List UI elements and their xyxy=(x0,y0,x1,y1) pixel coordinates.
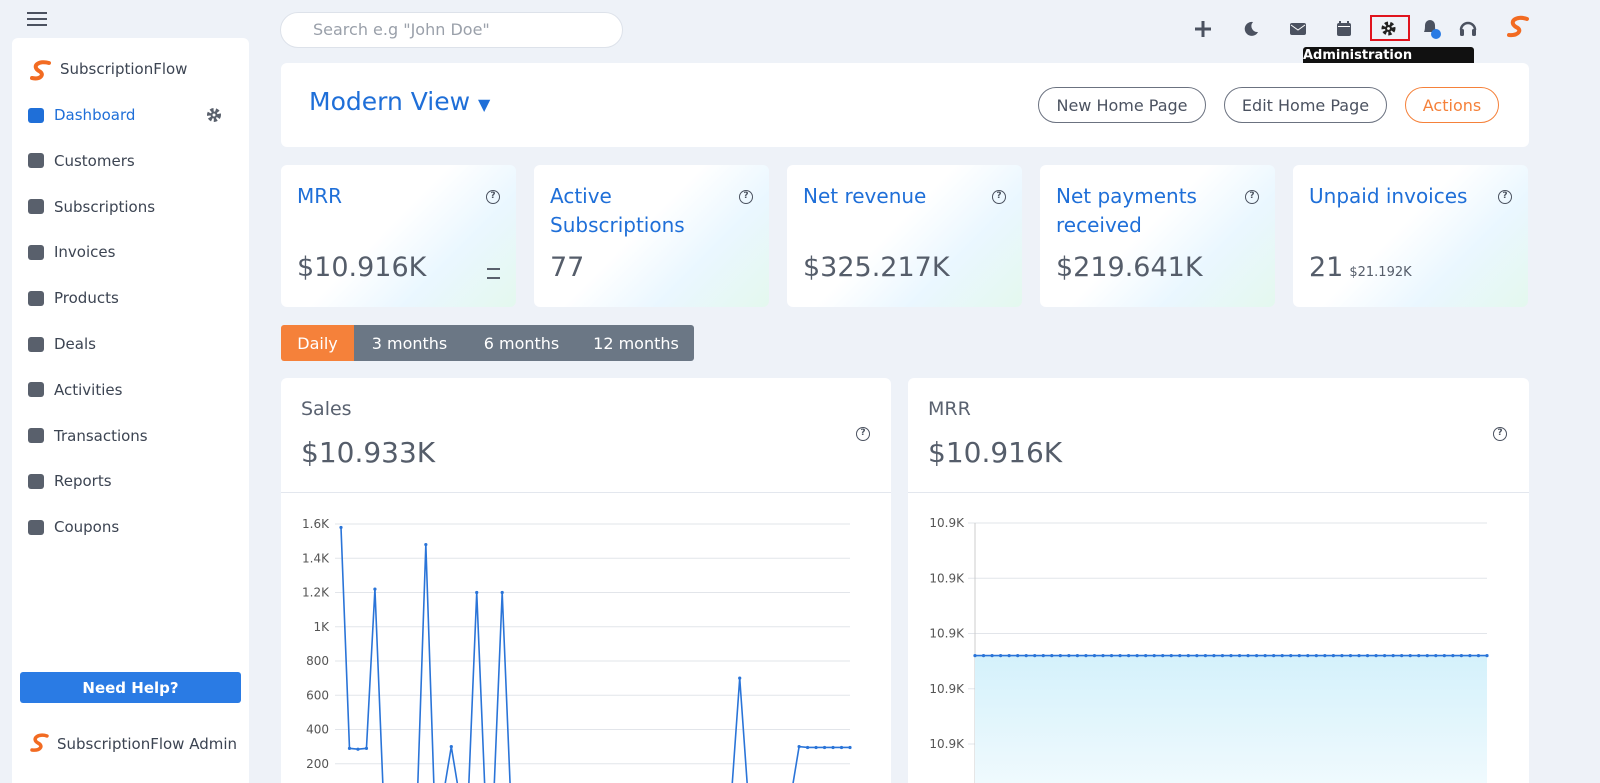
menu-icon[interactable] xyxy=(27,11,47,27)
dropdown-caret: ▼ xyxy=(478,95,491,114)
logo xyxy=(1507,15,1529,38)
mrr-card: MRR $10.916K ? xyxy=(908,378,1529,783)
kpi-card: Net revenue? $325.217K xyxy=(787,165,1022,307)
nav-label: Invoices xyxy=(54,243,116,262)
kpi-title: Active Subscriptions xyxy=(550,184,685,237)
nav-icon xyxy=(28,199,44,215)
nav-item[interactable]: Reports xyxy=(28,469,112,493)
nav-icon xyxy=(28,428,44,444)
footer-brand: SubscriptionFlow Admin xyxy=(57,735,238,753)
view-title: Modern View xyxy=(309,87,471,116)
kpi-title: MRR xyxy=(297,184,343,208)
admin-settings-icon[interactable] xyxy=(1381,21,1396,36)
nav-icon xyxy=(28,153,44,169)
help-icon[interactable]: ? xyxy=(486,190,500,204)
list-icon[interactable] xyxy=(487,268,500,279)
chart-title: Sales xyxy=(301,398,352,420)
nav-icon xyxy=(28,244,44,260)
nav-item[interactable]: Invoices xyxy=(28,240,115,264)
nav-icon xyxy=(28,519,44,535)
nav-icon xyxy=(28,382,44,398)
nav-item[interactable]: Activities xyxy=(28,378,122,402)
kpi-value: 21 $21.192K xyxy=(1309,252,1412,283)
nav-label: Transactions xyxy=(54,426,148,445)
sales-card: Sales $10.933K ? xyxy=(281,378,891,783)
add-icon[interactable] xyxy=(1194,20,1212,38)
header-button[interactable]: Actions xyxy=(1405,87,1499,123)
kpi-value: $219.641K xyxy=(1056,252,1203,283)
period-tab[interactable]: Daily xyxy=(281,325,354,361)
nav-label: Dashboard xyxy=(54,106,136,124)
logo xyxy=(30,60,51,81)
divider xyxy=(281,492,891,493)
help-icon[interactable]: ? xyxy=(1498,190,1512,204)
help-icon[interactable]: ? xyxy=(1245,190,1259,204)
mail-icon[interactable] xyxy=(1290,23,1306,35)
help-icon[interactable]: ? xyxy=(856,427,870,441)
kpi-card: MRR? $10.916K xyxy=(281,165,516,307)
nav-icon xyxy=(28,473,44,489)
kpi-title: Net payments received xyxy=(1056,184,1197,237)
nav-item[interactable]: Transactions xyxy=(28,424,148,448)
nav-label: Deals xyxy=(54,335,96,353)
kpi-value: 77 xyxy=(550,252,584,283)
kpi-card: Unpaid invoices? 21 $21.192K xyxy=(1293,165,1528,307)
nav-icon xyxy=(28,336,44,352)
chart-total: $10.916K xyxy=(928,436,1063,469)
chart-total: $10.933K xyxy=(301,436,436,469)
nav-item[interactable]: Products xyxy=(28,286,119,310)
settings-icon[interactable] xyxy=(206,107,222,123)
notification-icon[interactable] xyxy=(1420,17,1444,41)
nav-item[interactable]: Dashboard xyxy=(28,103,135,127)
nav-item[interactable]: Coupons xyxy=(28,515,119,539)
help-button[interactable]: Need Help? xyxy=(20,672,241,703)
help-icon[interactable]: ? xyxy=(992,190,1006,204)
nav-label: Customers xyxy=(54,151,135,170)
kpi-number: $219.641K xyxy=(1056,252,1203,283)
nav-label: Products xyxy=(54,289,119,308)
chart-title: MRR xyxy=(928,398,971,420)
kpi-sub-value: $21.192K xyxy=(1349,265,1412,280)
kpi-card: Active Subscriptions? 77 xyxy=(534,165,769,307)
dark-mode-icon[interactable] xyxy=(1243,21,1259,37)
nav-item[interactable]: Deals xyxy=(28,332,96,356)
kpi-number: 77 xyxy=(550,252,585,283)
header-button[interactable]: New Home Page xyxy=(1038,87,1206,123)
nav-icon xyxy=(28,290,44,306)
divider xyxy=(908,492,1529,493)
kpi-card: Net payments received? $219.641K xyxy=(1040,165,1275,307)
nav-label: Subscriptions xyxy=(54,197,156,216)
kpi-number: $10.916K xyxy=(297,252,427,283)
calendar-icon[interactable] xyxy=(1337,21,1351,36)
sidebar: SubscriptionFlow Need Help? Subscription… xyxy=(12,38,249,783)
period-tab[interactable]: 6 months xyxy=(465,325,578,361)
kpi-title: Unpaid invoices xyxy=(1309,184,1468,208)
nav-label: Reports xyxy=(54,472,112,491)
kpi-title: Net revenue xyxy=(803,184,927,208)
nav-item[interactable]: Subscriptions xyxy=(28,195,155,219)
nav-icon xyxy=(28,107,44,123)
help-icon[interactable]: ? xyxy=(1493,427,1507,441)
nav-label: Activities xyxy=(54,380,123,399)
help-icon[interactable]: ? xyxy=(739,190,753,204)
brand: SubscriptionFlow xyxy=(60,60,188,78)
kpi-number: 21 xyxy=(1309,252,1344,283)
nav-label: Coupons xyxy=(54,518,120,537)
kpi-value: $325.217K xyxy=(803,252,950,283)
nav-item[interactable]: Customers xyxy=(28,149,135,173)
highlight-box xyxy=(1370,15,1410,41)
period-tab[interactable]: 3 months xyxy=(354,325,465,361)
view-selector[interactable]: Modern View ▼ xyxy=(309,87,490,116)
support-icon[interactable] xyxy=(1458,19,1478,39)
search-box[interactable]: Search e.g "John Doe" xyxy=(280,12,623,48)
period-tab[interactable]: 12 months xyxy=(578,325,694,361)
kpi-value: $10.916K xyxy=(297,252,426,283)
logo xyxy=(30,733,49,752)
header-button[interactable]: Edit Home Page xyxy=(1224,87,1387,123)
kpi-number: $325.217K xyxy=(803,252,950,283)
